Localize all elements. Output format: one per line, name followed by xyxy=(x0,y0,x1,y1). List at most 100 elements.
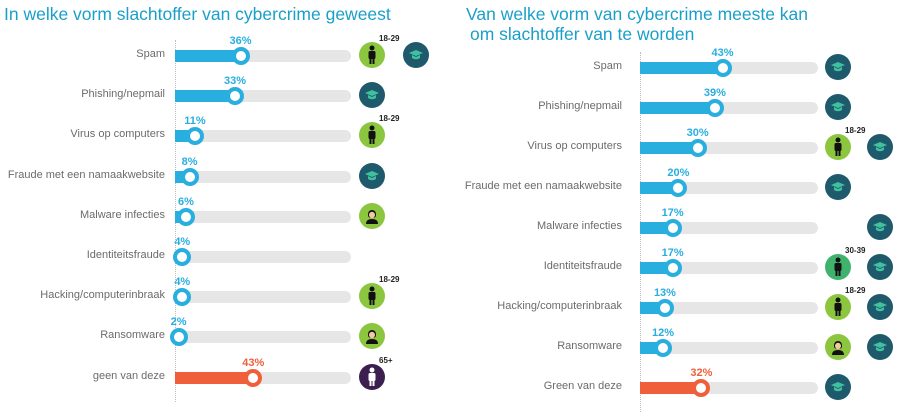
category-label: Green van deze xyxy=(543,380,622,392)
graduation-cap-icon xyxy=(867,134,893,160)
bar xyxy=(640,382,702,394)
user-face-icon xyxy=(825,334,851,360)
graduation-cap-icon xyxy=(825,174,851,200)
value-label: 36% xyxy=(229,35,252,47)
bar-knob xyxy=(654,339,673,357)
bar-knob xyxy=(713,59,732,77)
category-label: Phishing/nepmail xyxy=(81,88,165,101)
value-label: 8% xyxy=(181,155,198,168)
graduation-cap-icon xyxy=(403,42,429,68)
person-icon xyxy=(825,254,851,280)
age-group-label: 30-39 xyxy=(845,246,866,255)
category-label: Malware infecties xyxy=(537,220,622,232)
category-label: Ransomware xyxy=(557,340,622,352)
bar-track xyxy=(640,262,818,274)
category-label: Hacking/computerinbraak xyxy=(40,289,165,302)
bar-track xyxy=(175,210,351,223)
category-label: Virus op computers xyxy=(527,140,622,152)
bar-track xyxy=(175,130,351,143)
value-label: 39% xyxy=(703,87,726,99)
bar-knob xyxy=(226,87,245,106)
age-group-label: 18-29 xyxy=(379,114,400,124)
bar-track xyxy=(640,342,818,354)
graduation-cap-icon xyxy=(359,162,385,189)
senior-person-icon xyxy=(359,363,385,390)
age-group-label: 65+ xyxy=(379,355,393,365)
value-label: 12% xyxy=(652,327,675,339)
bar xyxy=(640,182,679,194)
bar-knob xyxy=(173,248,192,266)
bar xyxy=(640,102,715,114)
right-chart-title-line2: om slachtoffer van te worden xyxy=(470,24,695,44)
user-face-icon xyxy=(359,202,385,229)
value-label: 4% xyxy=(174,276,191,289)
bar-knob xyxy=(669,179,688,197)
value-label: 17% xyxy=(661,247,684,259)
bar-knob xyxy=(692,379,711,397)
bar xyxy=(640,142,698,154)
age-group-label: 18-29 xyxy=(379,275,400,285)
bar-knob xyxy=(663,219,682,237)
bar-knob xyxy=(169,328,188,347)
category-label: Hacking/computerinbraak xyxy=(497,300,622,312)
bar xyxy=(175,371,254,384)
bar-knob xyxy=(173,288,192,307)
value-label: 30% xyxy=(686,127,709,139)
value-label: 4% xyxy=(174,236,191,248)
value-label: 43% xyxy=(711,47,734,59)
person-icon xyxy=(359,283,385,310)
bar-track xyxy=(175,331,351,344)
value-label: 2% xyxy=(170,316,187,329)
bar-knob xyxy=(186,127,205,146)
bar-knob xyxy=(244,368,263,387)
bar-knob xyxy=(180,167,199,186)
graduation-cap-icon xyxy=(867,254,893,280)
value-label: 13% xyxy=(653,287,676,299)
bar-track xyxy=(640,222,818,234)
category-label: Malware infecties xyxy=(80,208,165,221)
left-chart-title: In welke vorm slachtoffer van cybercrime… xyxy=(4,4,391,24)
bar-track xyxy=(175,251,351,263)
value-label: 11% xyxy=(184,115,206,128)
graduation-cap-icon xyxy=(867,294,893,320)
bar-knob xyxy=(655,299,674,317)
value-label: 20% xyxy=(667,167,690,179)
category-label: Virus op computers xyxy=(70,128,165,141)
user-face-icon xyxy=(359,323,385,350)
age-group-label: 18-29 xyxy=(845,286,866,295)
category-label: Fraude met een namaakwebsite xyxy=(464,180,622,192)
graduation-cap-icon xyxy=(825,94,851,120)
bar-track xyxy=(640,302,818,314)
bar-knob xyxy=(176,207,195,226)
value-label: 17% xyxy=(661,207,684,219)
graduation-cap-icon xyxy=(867,334,893,360)
right-chart-title: Van welke vorm van cybercrime meeste kan xyxy=(466,4,809,24)
category-label: Spam xyxy=(136,48,165,60)
category-label: Identiteitsfraude xyxy=(86,249,165,261)
value-label: 33% xyxy=(224,75,247,88)
graduation-cap-icon xyxy=(867,214,893,240)
value-label: 32% xyxy=(690,367,713,379)
value-label: 43% xyxy=(242,356,265,369)
bar xyxy=(175,50,241,62)
category-label: Phishing/nepmail xyxy=(538,100,622,112)
graduation-cap-icon xyxy=(825,374,851,400)
bar xyxy=(640,62,723,74)
person-icon xyxy=(825,294,851,320)
bar xyxy=(175,90,236,103)
category-label: Spam xyxy=(593,60,622,72)
person-icon xyxy=(359,122,385,149)
age-group-label: 18-29 xyxy=(379,34,400,43)
bar-track xyxy=(175,291,351,304)
category-label: Identiteitsfraude xyxy=(543,260,622,272)
bar-knob xyxy=(688,139,707,157)
person-icon xyxy=(359,42,385,68)
bar-knob xyxy=(705,99,724,117)
bar-knob xyxy=(231,47,250,65)
category-label: Fraude met een namaakwebsite xyxy=(7,168,165,181)
value-label: 6% xyxy=(177,195,194,208)
category-label: Ransomware xyxy=(100,329,165,342)
age-group-label: 18-29 xyxy=(845,126,866,135)
bar-knob xyxy=(663,259,682,277)
category-label: geen van deze xyxy=(92,369,165,382)
